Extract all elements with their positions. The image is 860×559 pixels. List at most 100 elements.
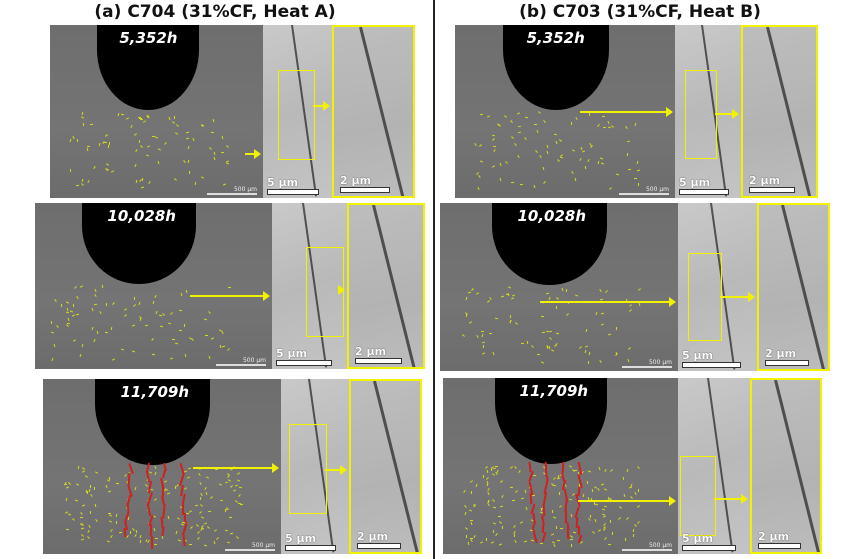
creep-damage-mark: [96, 330, 99, 335]
mid-scale-label: 5 µm: [267, 176, 299, 189]
arrow-to-sem: [540, 297, 676, 307]
creep-damage-mark: [172, 121, 176, 124]
creep-damage-mark: [477, 175, 481, 179]
creep-damage-mark: [491, 165, 495, 168]
creep-damage-mark: [476, 334, 479, 338]
creep-damage-mark: [485, 537, 488, 541]
creep-damage-mark: [588, 470, 592, 473]
creep-damage-mark: [80, 516, 84, 518]
creep-damage-mark: [584, 345, 588, 348]
creep-damage-mark: [497, 515, 501, 517]
creep-damage-mark: [237, 479, 241, 483]
creep-damage-mark: [569, 535, 573, 539]
creep-damage-mark: [559, 527, 563, 530]
creep-damage-mark: [571, 543, 573, 548]
macro-scale-label: 500 µm: [648, 542, 672, 549]
mid-scale-label: 5 µm: [682, 349, 714, 362]
creep-damage-mark: [587, 360, 590, 364]
creep-damage-mark: [117, 112, 120, 116]
creep-damage-mark: [157, 148, 161, 152]
creep-damage-mark: [224, 529, 229, 531]
creep-damage-mark: [93, 338, 96, 343]
creep-damage-mark: [557, 477, 561, 480]
creep-damage-mark: [473, 535, 476, 539]
creep-damage-mark: [77, 139, 79, 143]
creep-damage-mark: [65, 528, 69, 530]
creep-damage-mark: [477, 187, 480, 191]
creep-damage-mark: [494, 317, 498, 320]
creep-damage-mark: [63, 484, 67, 486]
creep-damage-mark: [89, 124, 93, 126]
creep-damage-mark: [94, 288, 97, 292]
creep-damage-mark: [468, 291, 472, 294]
creep-damage-mark: [167, 322, 171, 325]
creep-damage-mark: [530, 539, 534, 542]
creep-damage-mark: [508, 286, 512, 289]
creep-damage-mark: [537, 111, 541, 114]
creep-damage-mark: [479, 541, 483, 544]
creep-damage-mark: [108, 144, 110, 149]
scale-bar-line: [225, 549, 275, 551]
crack-marker: [147, 491, 154, 505]
creep-damage-mark: [101, 284, 104, 289]
creep-damage-mark: [542, 120, 546, 124]
creep-damage-mark: [468, 321, 472, 324]
crack-marker: [577, 486, 581, 496]
creep-damage-mark: [75, 483, 79, 486]
creep-damage-mark: [561, 287, 564, 291]
creep-damage-mark: [536, 130, 539, 134]
creep-damage-mark: [81, 534, 85, 538]
creep-damage-mark: [570, 538, 574, 541]
creep-damage-mark: [198, 511, 202, 515]
creep-damage-mark: [514, 143, 518, 147]
creep-damage-mark: [610, 468, 614, 472]
crack-marker: [127, 472, 131, 486]
creep-damage-mark: [464, 527, 468, 531]
creep-damage-mark: [213, 157, 216, 161]
creep-damage-mark: [134, 163, 137, 167]
creep-damage-mark: [86, 147, 88, 151]
creep-damage-mark: [147, 144, 151, 148]
creep-damage-mark: [116, 520, 118, 525]
scale-bar-line: [207, 193, 257, 195]
creep-damage-mark: [201, 124, 204, 128]
creep-damage-mark: [175, 132, 179, 136]
creep-damage-mark: [232, 489, 236, 492]
creep-damage-mark: [174, 116, 176, 120]
creep-damage-mark: [72, 339, 77, 343]
creep-damage-mark: [139, 318, 141, 322]
creep-damage-mark: [74, 286, 78, 289]
creep-damage-mark: [491, 134, 496, 137]
creep-damage-mark: [132, 350, 136, 353]
creep-damage-mark: [185, 289, 188, 294]
creep-damage-mark: [461, 333, 465, 337]
creep-damage-mark: [486, 300, 490, 303]
creep-damage-mark: [486, 480, 489, 484]
creep-damage-mark: [492, 351, 495, 355]
highlight-box: [680, 456, 716, 536]
macro-scale-label: 500 µm: [648, 359, 672, 366]
arrow-to-zoom: [338, 285, 345, 295]
creep-damage-mark: [464, 512, 467, 516]
creep-damage-mark: [109, 520, 113, 523]
macro-scale-bar: 500 µm: [622, 359, 672, 368]
macro-scale-bar: 500 µm: [619, 186, 669, 195]
creep-damage-mark: [80, 511, 83, 515]
creep-damage-mark: [222, 345, 226, 347]
creep-damage-mark: [201, 527, 205, 530]
creep-damage-mark: [53, 298, 57, 302]
sem-micrograph: 5 µm: [263, 25, 332, 198]
creep-damage-mark: [632, 534, 635, 538]
creep-damage-mark: [104, 133, 108, 137]
creep-damage-mark: [574, 294, 578, 297]
creep-damage-mark: [131, 528, 135, 531]
arrow-to-sem: [245, 149, 261, 159]
creep-damage-mark: [219, 482, 223, 486]
mid-scale-bar: 5 µm: [682, 532, 736, 551]
creep-damage-mark: [120, 348, 124, 351]
exposure-hours-label: 11,709h: [519, 382, 589, 400]
creep-damage-mark: [533, 184, 536, 189]
creep-damage-mark: [183, 324, 185, 328]
creep-damage-mark: [521, 498, 525, 500]
creep-damage-mark: [205, 492, 208, 496]
